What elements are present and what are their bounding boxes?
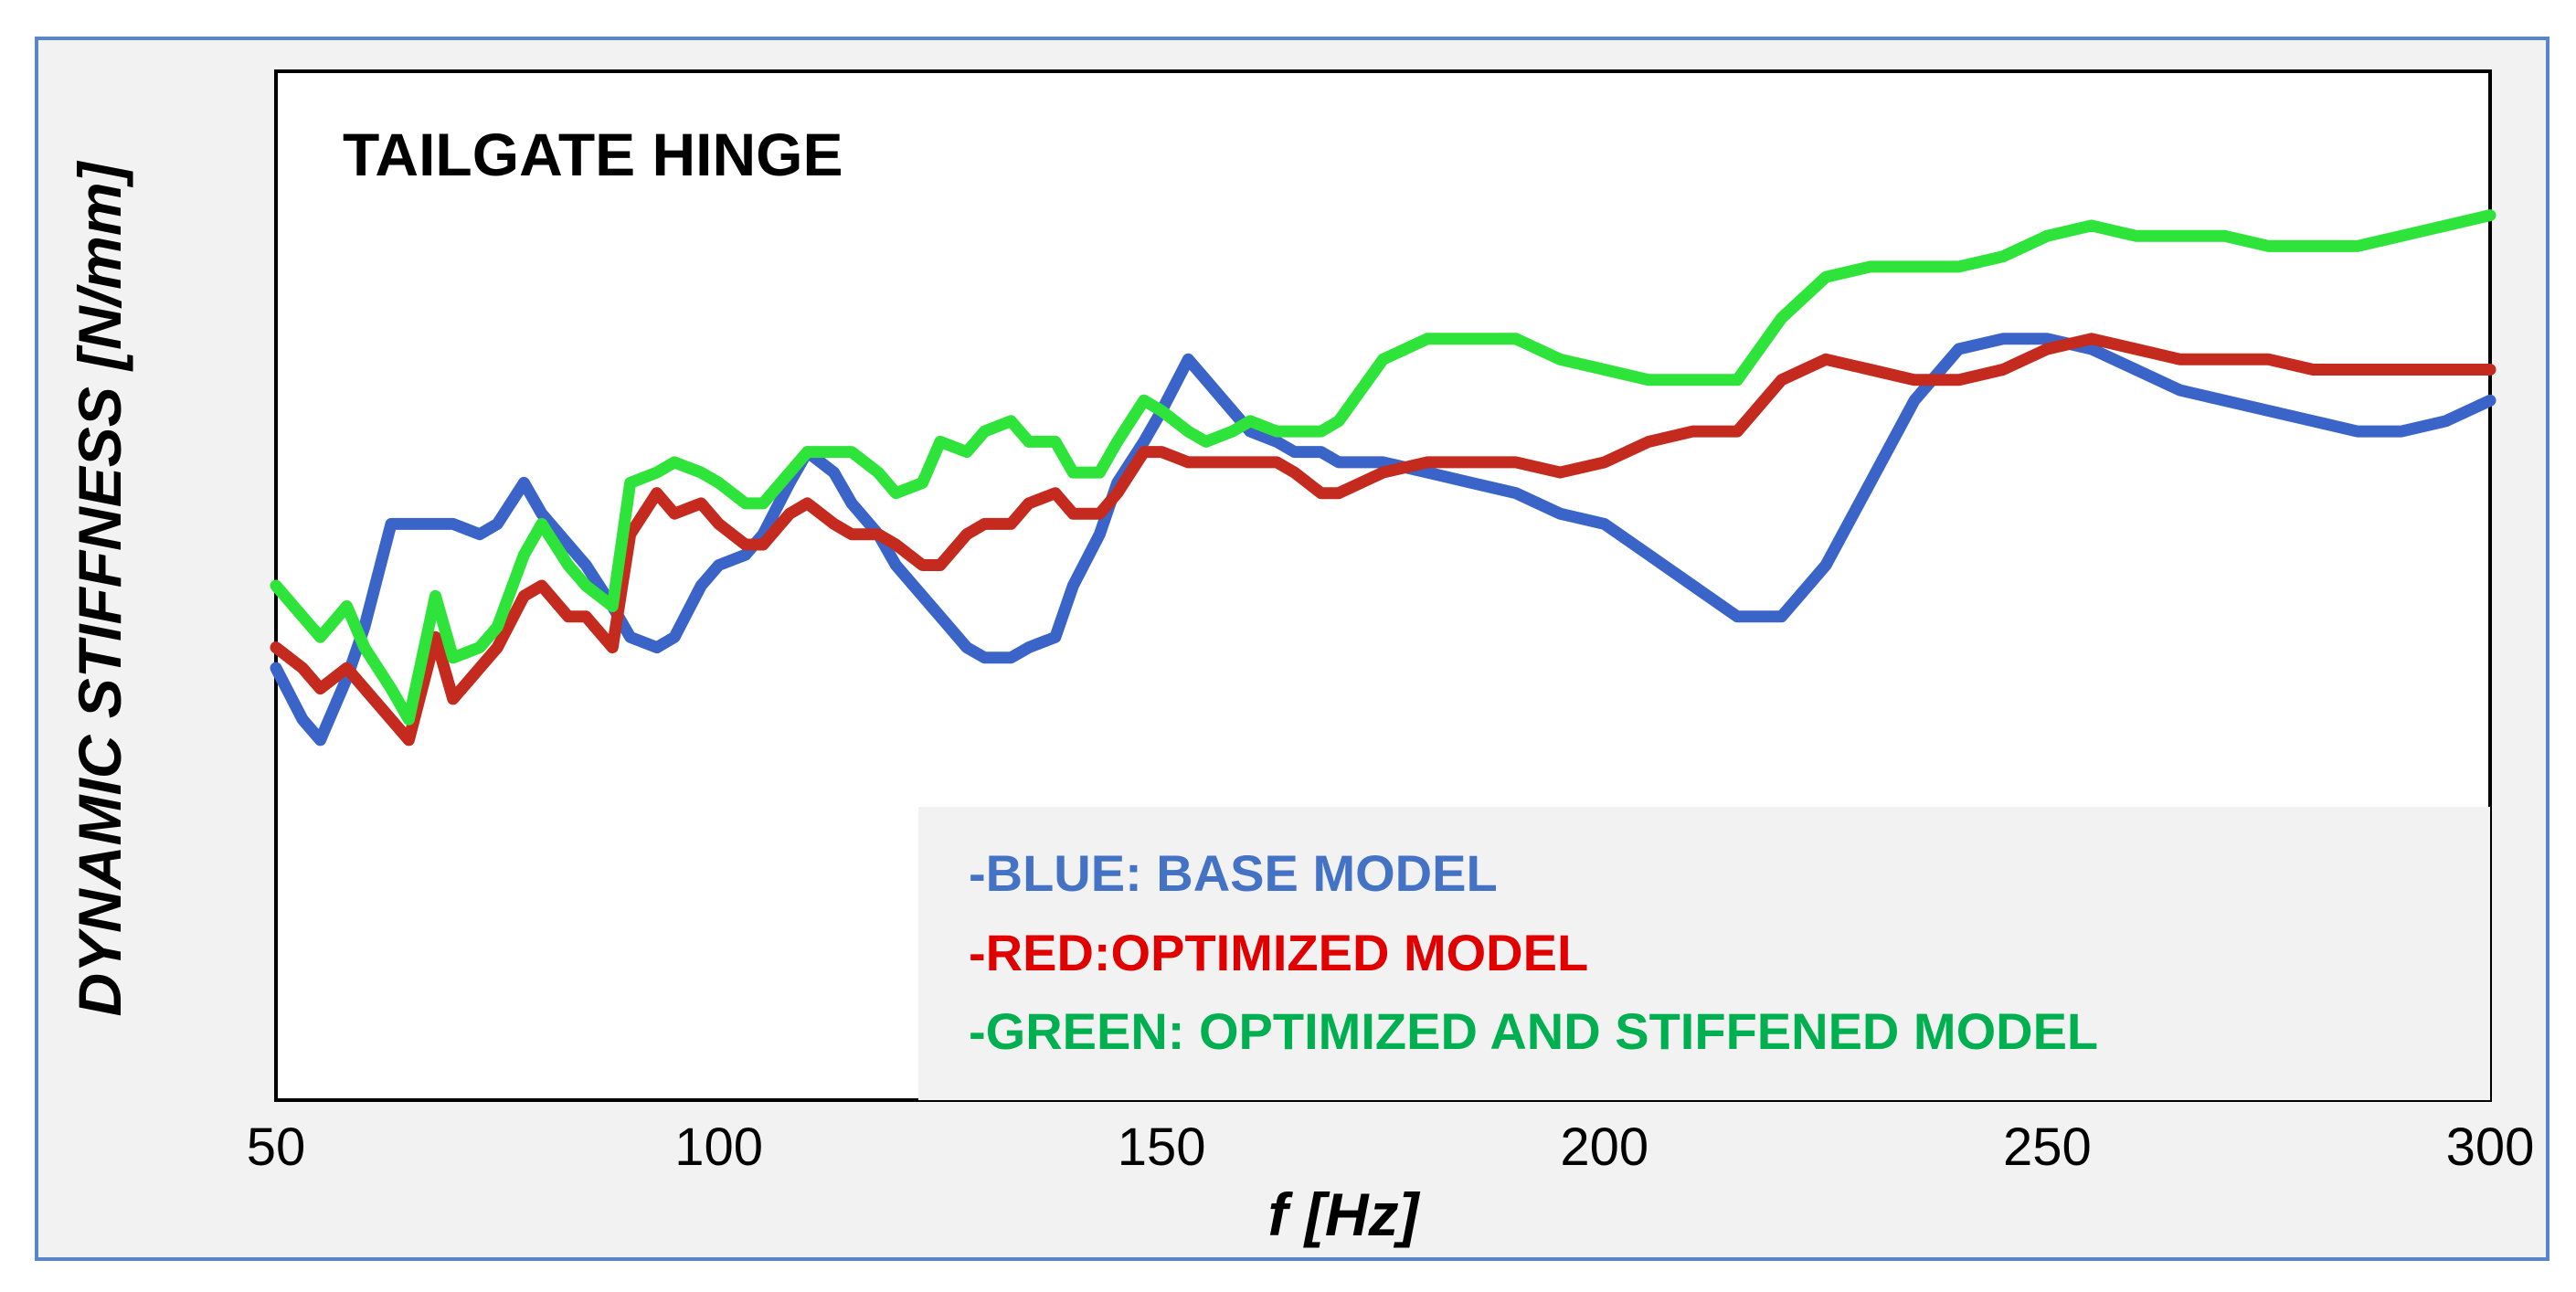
legend: -BLUE: BASE MODEL -RED:OPTIMIZED MODEL -…: [918, 807, 2490, 1100]
x-tick-label: 200: [1560, 1117, 1648, 1177]
x-tick-label: 50: [247, 1117, 306, 1177]
legend-background: [918, 807, 2490, 1100]
series-line-1: [270, 333, 2496, 747]
series-line-3: [270, 209, 2496, 725]
x-tick-labels: 50 100 150 200 250 300: [247, 1117, 2535, 1177]
y-axis-title: DYNAMIC STIFFNESS [N/mm]: [66, 160, 133, 1016]
x-tick-label: 150: [1118, 1117, 1206, 1177]
series-layer: [270, 209, 2496, 747]
legend-entry-green: -GREEN: OPTIMIZED AND STIFFENED MODEL: [969, 1002, 2098, 1060]
legend-entry-red: -RED:OPTIMIZED MODEL: [969, 924, 1588, 981]
chart-title: TAILGATE HINGE: [343, 121, 843, 188]
x-tick-label: 100: [674, 1117, 763, 1177]
legend-entry-blue: -BLUE: BASE MODEL: [969, 844, 1498, 902]
x-axis-title: f [Hz]: [1268, 1181, 1421, 1248]
x-tick-label: 250: [2003, 1117, 2092, 1177]
series-line-2: [270, 333, 2496, 747]
x-tick-label: 300: [2446, 1117, 2535, 1177]
